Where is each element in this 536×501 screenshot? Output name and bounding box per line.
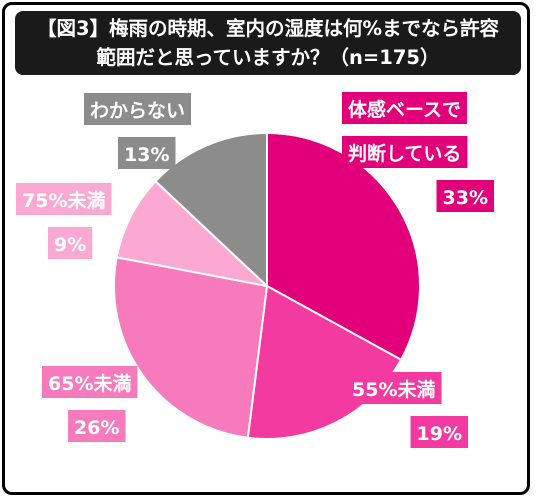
- slice-label-box: [84, 93, 192, 125]
- slice-label-box: [68, 410, 126, 442]
- slice-category-label-1: 判断している: [348, 142, 461, 165]
- pie-slice-3: [113, 256, 269, 439]
- slice-category-label-1: 体感ベースで: [348, 98, 461, 121]
- pie-slices: [113, 131, 421, 440]
- slice-label-box: [118, 137, 176, 169]
- slice-label-box: [42, 366, 138, 398]
- slice-value-label-5: 13%: [124, 144, 169, 166]
- slice-label-box: [48, 227, 93, 259]
- chart-title: 【図3】梅雨の時期、室内の湿度は何%までなら許容 範囲だと思っていますか？（n=…: [15, 11, 521, 75]
- slice-label-box: [346, 372, 442, 404]
- slice-category-label-2: 55%未満: [352, 378, 435, 401]
- chart-title-line-2: 範囲だと思っていますか？（n=175）: [96, 46, 440, 69]
- slice-category-label-5: わからない: [90, 100, 185, 122]
- slice-label-box: [16, 183, 112, 215]
- slice-value-label-4: 9%: [54, 234, 86, 256]
- slice-label-box: [436, 180, 494, 212]
- slice-category-label-4: 75%未満: [22, 189, 105, 212]
- chart-title-line-1: 【図3】梅雨の時期、室内の湿度は何%までなら許容: [36, 17, 500, 40]
- pie-slice-1: [266, 131, 421, 362]
- pie-slice-4: [115, 179, 271, 288]
- slice-value-label-1: 33%: [443, 187, 488, 209]
- slice-category-label-3: 65%未満: [48, 372, 131, 395]
- pie-slice-5: [154, 131, 268, 289]
- slice-label-box: [410, 416, 468, 448]
- slice-label-box: [342, 92, 468, 124]
- slice-value-label-2: 19%: [417, 423, 462, 445]
- slice-label-box: [342, 136, 468, 168]
- slice-value-label-3: 26%: [74, 417, 119, 439]
